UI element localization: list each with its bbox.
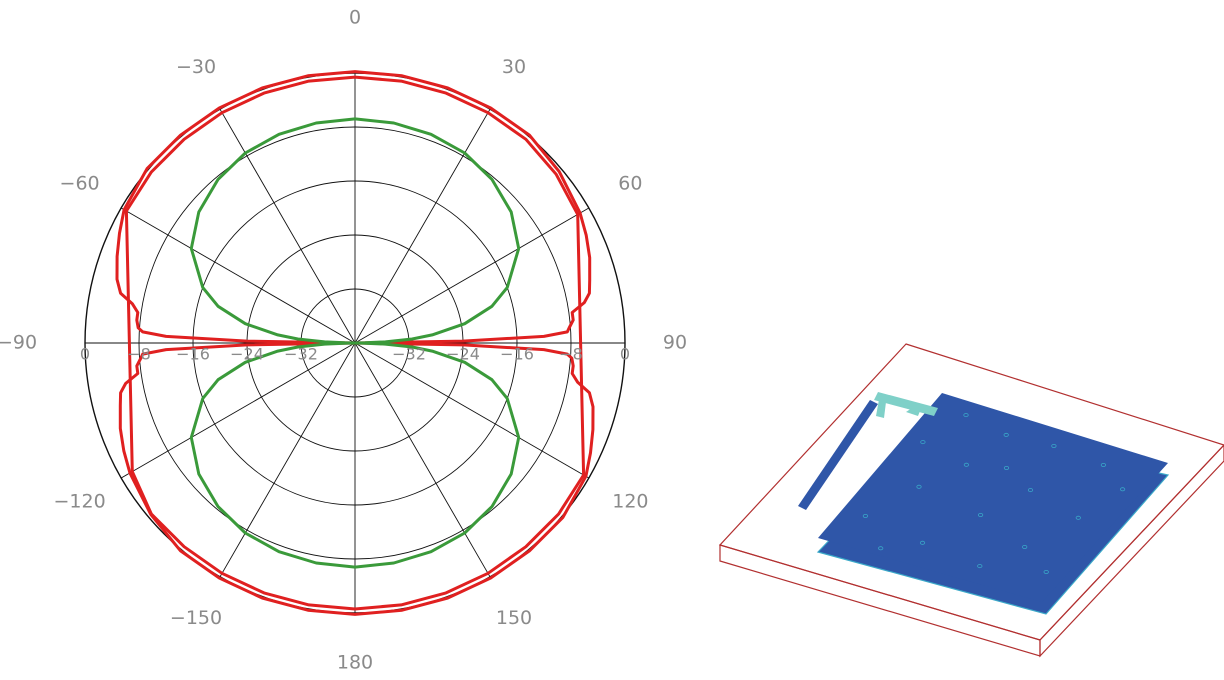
via-hole (1051, 444, 1057, 449)
via-hole (862, 513, 868, 518)
via-hole (977, 512, 984, 517)
angle-tick-label: 0 (349, 7, 361, 29)
angle-tick-label: −90 (0, 332, 37, 354)
via-hole (920, 440, 926, 445)
via-hole (1022, 544, 1028, 549)
substrate-box (718, 343, 1224, 658)
radial-tick-label: −32 (284, 345, 318, 364)
angle-tick-label: 180 (337, 652, 373, 674)
via-holes (862, 413, 1126, 574)
via-hole (919, 540, 926, 545)
angle-tick-label: −150 (170, 607, 222, 629)
angle-tick-label: 120 (612, 491, 648, 513)
antenna-3d-model-view (718, 343, 1224, 658)
radial-tick-label: −24 (446, 345, 480, 364)
substrate-front-right-face (1039, 444, 1224, 658)
angle-tick-label: 90 (663, 332, 687, 354)
radial-tick-label: −16 (176, 345, 210, 364)
via-hole (1003, 432, 1009, 437)
via-hole (977, 564, 983, 569)
pattern-series-group (115, 70, 595, 616)
via-hole (963, 462, 969, 467)
via-hole (1100, 462, 1106, 467)
radial-tick-label: −24 (230, 345, 264, 364)
angle-tick-label: −30 (176, 56, 216, 78)
via-hole (1027, 488, 1034, 493)
pattern-series-2 (124, 75, 586, 611)
radiating-patch (818, 393, 1168, 602)
radial-tick-label: 0 (620, 345, 630, 364)
feed-highlight (876, 394, 922, 418)
radial-tick-label: −8 (127, 345, 151, 364)
axis-labels: 0 30 60 90 120 150 180 −150 −120 −90 −60 −30 0 0 −8 −8 −… (0, 7, 687, 674)
via-hole (1075, 515, 1081, 520)
radial-tick-label: −16 (500, 345, 534, 364)
via-hole (916, 484, 922, 489)
pattern-series-1 (115, 70, 595, 616)
via-hole (963, 413, 969, 418)
angle-tick-label: −60 (60, 173, 100, 195)
radial-tick-label: −32 (392, 345, 426, 364)
via-hole (878, 546, 884, 551)
polar-radiation-pattern-chart: 0 30 60 90 120 150 180 −150 −120 −90 −60 −30 0 0 −8 −8 −… (0, 7, 687, 674)
radial-tick-label: 0 (80, 345, 90, 364)
angle-tick-label: 60 (618, 173, 642, 195)
radial-tick-label: −8 (559, 345, 583, 364)
angle-tick-label: 150 (496, 607, 532, 629)
feed-strip (798, 400, 878, 510)
via-hole (1003, 465, 1010, 470)
via-hole (1119, 487, 1126, 492)
angle-tick-label: −120 (54, 491, 106, 513)
angle-tick-label: 30 (502, 56, 526, 78)
via-hole (1043, 569, 1049, 574)
pattern-series-3 (189, 117, 521, 569)
